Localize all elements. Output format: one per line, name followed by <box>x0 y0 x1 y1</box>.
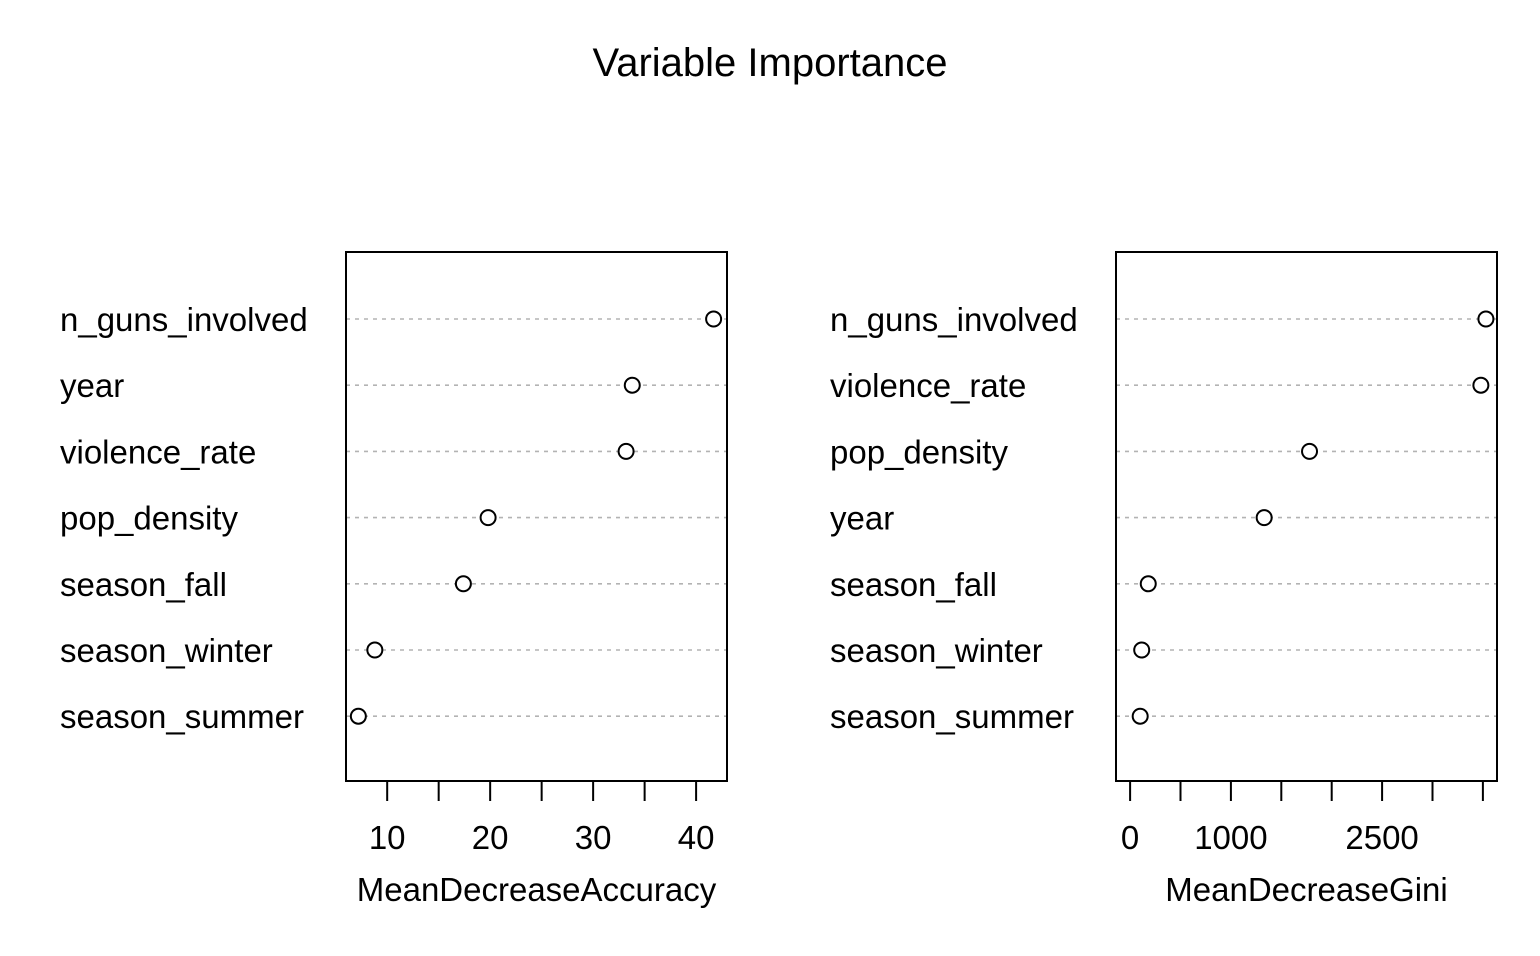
panel-2-variable-label: pop_density <box>830 433 1008 470</box>
panel-2-variable-label: season_winter <box>830 632 1043 669</box>
panel-1-variable-label: pop_density <box>60 500 238 537</box>
panel-2-x-axis-title: MeanDecreaseGini <box>1165 871 1447 908</box>
panel-1-x-tick-label: 30 <box>575 819 612 856</box>
panel-1-data-point <box>454 575 472 593</box>
panel-2-variable-label: n_guns_involved <box>830 301 1078 338</box>
panel-1-variable-label: year <box>60 367 124 404</box>
panel-1-data-point <box>705 310 723 328</box>
panel-2-data-point <box>1139 575 1157 593</box>
panel-2-variable-label: season_summer <box>830 698 1074 735</box>
panel-2-variable-label: violence_rate <box>830 367 1026 404</box>
panel-1-x-tick-label: 40 <box>678 819 715 856</box>
panel-2-x-tick-label: 2500 <box>1345 819 1418 856</box>
panel-1-data-point <box>349 707 367 725</box>
panel-1-data-point <box>479 509 497 527</box>
panel-2-data-point <box>1477 310 1495 328</box>
panel-1-data-point <box>617 442 635 460</box>
panel-2-data-point <box>1472 376 1490 394</box>
panel-1-data-point <box>623 376 641 394</box>
panel-1-variable-label: season_fall <box>60 566 227 603</box>
chart-title: Variable Importance <box>593 41 948 85</box>
panel-2-variable-label: season_fall <box>830 566 997 603</box>
panel-1-x-axis-title: MeanDecreaseAccuracy <box>357 871 717 908</box>
panel-2-data-point <box>1133 641 1151 659</box>
panel-2-x-tick-label: 1000 <box>1194 819 1267 856</box>
panel-2-data-point <box>1301 442 1319 460</box>
panel-1-x-tick-label: 10 <box>369 819 406 856</box>
panel-1-variable-label: n_guns_involved <box>60 301 308 338</box>
panel-2-variable-label: year <box>830 500 894 537</box>
panel-1-plot-frame <box>345 251 728 782</box>
panel-2-data-point <box>1131 707 1149 725</box>
panel-1-variable-label: season_winter <box>60 632 273 669</box>
panel-1-variable-label: season_summer <box>60 698 304 735</box>
panel-2-plot-frame <box>1115 251 1498 782</box>
panel-2-data-point <box>1255 509 1273 527</box>
panel-1-x-tick-label: 20 <box>472 819 509 856</box>
panel-1-data-point <box>366 641 384 659</box>
panel-1-variable-label: violence_rate <box>60 433 256 470</box>
panel-2-x-tick-label: 0 <box>1121 819 1139 856</box>
